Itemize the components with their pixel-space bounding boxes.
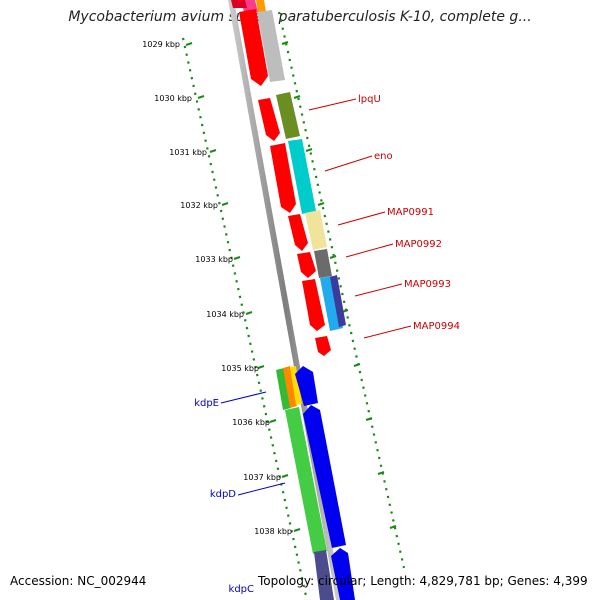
gene-arrow[interactable]: [314, 550, 334, 600]
gene-label-kdpC[interactable]: kdpC: [229, 584, 254, 595]
gene-arrow[interactable]: [239, 9, 268, 86]
tick-label: 1029 kbp: [142, 40, 180, 49]
gene-arrow[interactable]: [303, 405, 346, 548]
tick-label: 1030 kbp: [154, 94, 192, 103]
tick-label: 1034 kbp: [206, 310, 244, 319]
gene-arrow[interactable]: [257, 10, 285, 82]
gene-arrow[interactable]: [302, 279, 325, 331]
gene-arrow[interactable]: [331, 548, 355, 600]
gene-arrow-partial-top[interactable]: [231, 0, 247, 8]
label-leaders: [220, 98, 412, 496]
gene-arrow[interactable]: [288, 214, 308, 251]
outer-ruler: [277, 11, 406, 569]
gene-arrows-forward[interactable]: [231, 0, 346, 356]
gene-label-lpqU[interactable]: lpqU: [358, 94, 381, 105]
gene-arrow[interactable]: [288, 139, 316, 214]
topology-text: Topology: circular; Length: 4,829,781 bp…: [258, 574, 588, 588]
gene-arrow[interactable]: [270, 143, 296, 213]
gene-label-map0992[interactable]: MAP0992: [395, 239, 442, 250]
accession-text: Accession: NC_002944: [10, 574, 147, 588]
gene-label-map0993[interactable]: MAP0993: [404, 279, 451, 290]
gene-arrow[interactable]: [276, 92, 300, 139]
tick-marks: [185, 42, 301, 532]
tick-label: 1032 kbp: [180, 201, 218, 210]
gene-arrow[interactable]: [314, 249, 332, 278]
gene-label-map0991[interactable]: MAP0991: [387, 207, 434, 218]
gene-arrow[interactable]: [297, 252, 316, 278]
tick-label: 1038 kbp: [254, 527, 292, 536]
gene-arrow[interactable]: [330, 275, 346, 327]
gene-arrow[interactable]: [290, 366, 302, 405]
tick-label: 1037 kbp: [243, 473, 281, 482]
gene-arrow[interactable]: [283, 366, 297, 408]
gene-arrow[interactable]: [295, 366, 318, 406]
tick-label: 1031 kbp: [169, 148, 207, 157]
tick-label: 1036 kbp: [232, 418, 270, 427]
gene-arrow[interactable]: [276, 368, 291, 410]
gene-arrow[interactable]: [315, 336, 331, 356]
gene-label-map0994[interactable]: MAP0994: [413, 321, 460, 332]
gene-arrow-partial-top[interactable]: [256, 0, 266, 12]
tick-label: 1035 kbp: [221, 364, 259, 373]
gene-label-kdpD[interactable]: kdpD: [210, 489, 236, 500]
gene-labels: lpqU eno MAP0991 MAP0992 MAP0993 MAP0994…: [194, 94, 460, 595]
tick-labels: 1029 kbp 1030 kbp 1031 kbp 1032 kbp 1033…: [142, 40, 292, 536]
gene-arrows-reverse[interactable]: [276, 366, 355, 600]
gene-arrow[interactable]: [258, 98, 280, 141]
gene-label-kdpE[interactable]: kdpE: [194, 398, 219, 409]
tick-label: 1033 kbp: [195, 255, 233, 264]
gene-arrow[interactable]: [305, 210, 327, 250]
gene-arrow[interactable]: [285, 407, 327, 554]
map-title: Mycobacterium avium subsp. paratuberculo…: [68, 9, 532, 25]
gene-label-eno[interactable]: eno: [374, 151, 393, 162]
